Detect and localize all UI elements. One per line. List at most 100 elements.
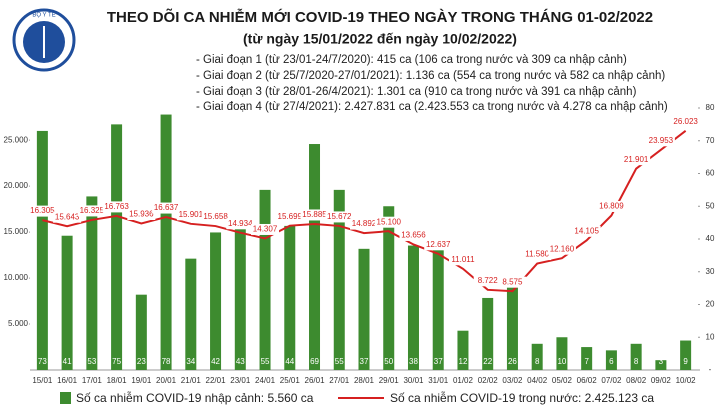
line-label: 15.936	[129, 210, 154, 219]
line-label: 16.637	[154, 203, 179, 212]
bar-label: 37	[360, 357, 369, 366]
line-label: 15.100	[377, 217, 402, 226]
line-label: 11.580	[525, 250, 549, 259]
line-label: 15.901	[179, 210, 204, 219]
line-label: 15.885	[302, 210, 327, 219]
label-box	[448, 254, 477, 266]
bar	[556, 337, 568, 370]
line-label: 15.643	[55, 212, 80, 221]
bar-label: 26	[508, 357, 517, 366]
label-box	[350, 218, 378, 230]
y2-tick-label: 30	[706, 267, 715, 276]
bar	[506, 284, 518, 370]
bar-label: 43	[236, 357, 245, 366]
logo-text: BỘ Y TẾ	[32, 12, 55, 19]
x-tick-label: 03/02	[502, 376, 523, 385]
bar	[383, 206, 395, 370]
label-box	[275, 211, 304, 223]
x-tick-label: 09/02	[651, 376, 672, 385]
x-tick-label: 31/01	[428, 376, 449, 385]
line-label: 21.901	[624, 155, 649, 164]
bar-label: 38	[409, 357, 418, 366]
label-box	[622, 154, 651, 166]
x-tick-label: 10/02	[676, 376, 697, 385]
bar-label: 3	[659, 357, 664, 366]
bar-label: 10	[557, 357, 566, 366]
legend-swatch	[60, 392, 71, 404]
bar-label: 55	[261, 357, 270, 366]
label-box	[646, 135, 675, 147]
x-tick-label: 04/02	[527, 376, 548, 385]
y2-tick-label: 50	[706, 201, 715, 210]
x-tick-label: 24/01	[255, 376, 276, 385]
label-box	[201, 211, 230, 223]
label-box	[53, 211, 82, 223]
bar-label: 8	[634, 357, 639, 366]
x-tick-label: 18/01	[107, 376, 128, 385]
bar	[86, 196, 98, 370]
legend-label: Số ca nhiễm COVID-19 nhập cảnh: 5.560 ca	[76, 390, 314, 405]
bar	[111, 124, 123, 370]
x-tick-label: 22/01	[206, 376, 227, 385]
line-label: 14.105	[574, 226, 599, 235]
label-box	[127, 209, 156, 221]
bar-label: 41	[63, 357, 72, 366]
bar	[333, 189, 345, 370]
y-tick-label: 25.000	[4, 135, 29, 144]
bar-label: 9	[683, 357, 688, 366]
bar-label: 75	[112, 357, 121, 366]
label-box	[374, 216, 403, 228]
chart-title: THEO DÕI CA NHIỄM MỚI COVID-19 THEO NGÀY…	[107, 8, 653, 26]
bar	[482, 297, 494, 370]
x-tick-label: 02/02	[478, 376, 499, 385]
bar	[185, 258, 197, 370]
bar	[432, 248, 444, 370]
x-tick-label: 17/01	[82, 376, 103, 385]
bar	[407, 245, 419, 370]
x-tick-label: 26/01	[305, 376, 326, 385]
bar-label: 7	[584, 357, 589, 366]
label-box	[523, 249, 552, 261]
x-tick-label: 08/02	[626, 376, 647, 385]
bar	[581, 347, 593, 370]
label-box	[77, 205, 106, 217]
bar-label: 34	[186, 357, 195, 366]
y2-tick-label: -	[709, 365, 712, 374]
line-label: 16.763	[104, 202, 129, 211]
bar	[234, 229, 246, 370]
bar-label: 73	[38, 357, 47, 366]
line-label: 14.307	[253, 225, 278, 234]
x-tick-label: 16/01	[57, 376, 78, 385]
label-box	[28, 205, 57, 217]
bar-label: 55	[335, 357, 344, 366]
bar	[680, 340, 692, 370]
line-label: 16.809	[599, 202, 624, 211]
annotation: - Giai đoạn 2 (từ 25/7/2020-27/01/2021):…	[196, 70, 665, 82]
line-label: 26.023	[673, 117, 698, 126]
bar-label: 8	[535, 357, 540, 366]
x-tick-label: 20/01	[156, 376, 177, 385]
bar	[531, 343, 543, 370]
legend-label: Số ca nhiễm COVID-19 trong nước: 2.425.1…	[390, 390, 654, 405]
annotation: - Giai đoạn 3 (từ 28/01-26/4/2021): 1.30…	[196, 86, 637, 98]
x-tick-label: 21/01	[181, 376, 202, 385]
bar	[135, 294, 147, 370]
x-tick-label: 19/01	[131, 376, 152, 385]
label-box	[251, 223, 280, 235]
x-tick-label: 30/01	[403, 376, 424, 385]
bar-label: 53	[87, 357, 96, 366]
line-label: 14.892	[352, 219, 377, 228]
annotation: - Giai đoạn 4 (từ 27/4/2021): 2.427.831 …	[196, 101, 668, 113]
bar	[605, 350, 617, 370]
line-label: 15.699	[278, 212, 303, 221]
y-tick-label: 5.000	[8, 319, 29, 328]
bar	[61, 235, 73, 370]
x-tick-label: 15/01	[32, 376, 53, 385]
bar-label: 44	[285, 357, 294, 366]
bar-label: 69	[310, 357, 319, 366]
line-label: 13.656	[401, 231, 426, 240]
label-box	[597, 200, 626, 212]
y2-tick-label: 70	[706, 136, 715, 145]
label-box	[572, 225, 601, 237]
